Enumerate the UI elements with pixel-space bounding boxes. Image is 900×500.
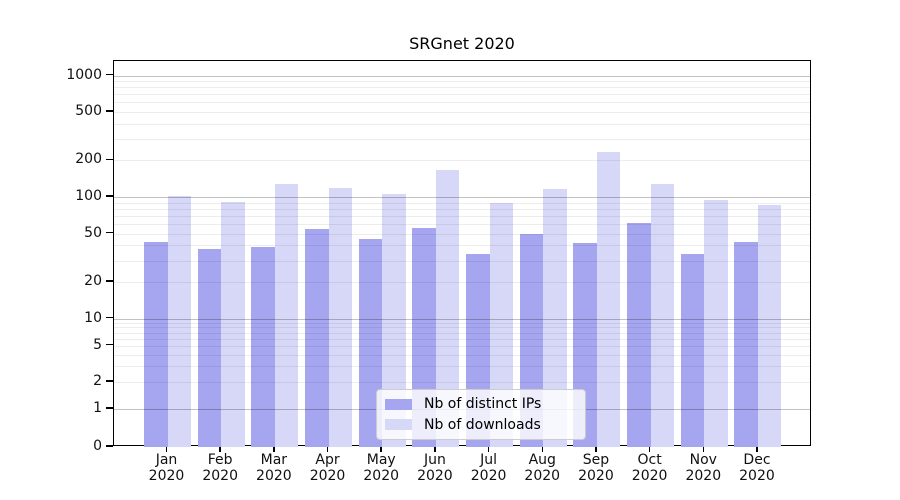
- x-tick-label-jun: Jun 2020: [417, 452, 453, 484]
- x-tick-label-sep: Sep 2020: [578, 452, 614, 484]
- x-tick-label-nov: Nov 2020: [685, 452, 722, 484]
- y-tick-label-2: 2: [93, 372, 102, 389]
- plot-area: [113, 60, 811, 447]
- y-tick-label-200: 200: [75, 151, 102, 168]
- bar-distinct-ips-jan: [144, 241, 168, 447]
- x-tick-label-jan: Jan 2020: [148, 452, 185, 484]
- bar-downloads-aug: [543, 189, 567, 447]
- x-tick-label-apr: Apr 2020: [309, 452, 346, 484]
- bar-downloads-jun: [435, 169, 460, 447]
- x-tick-mark-jan: [165, 446, 168, 452]
- y-tick-label-50: 50: [84, 224, 102, 241]
- x-tick-mark-aug: [541, 446, 543, 452]
- x-tick-label-jul: Jul 2020: [470, 452, 507, 484]
- y-tick-label-500: 500: [75, 103, 102, 120]
- bar-distinct-ips-apr: [305, 228, 329, 447]
- y-tick-label-1000: 1000: [66, 66, 102, 83]
- y-tick-mark-2: [106, 380, 113, 382]
- x-tick-mark-jul: [487, 446, 490, 452]
- y-tick-label-10: 10: [84, 309, 102, 326]
- legend-label-distinct-ips: Nb of distinct IPs: [424, 396, 542, 413]
- bar-downloads-may: [382, 193, 406, 447]
- x-tick-mark-feb: [219, 446, 221, 452]
- x-tick-label-aug: Aug 2020: [524, 452, 561, 484]
- bar-distinct-ips-oct: [627, 223, 651, 447]
- x-tick-mark-nov: [702, 446, 705, 452]
- y-tick-mark-10: [106, 316, 113, 319]
- x-tick-mark-jun: [434, 446, 436, 452]
- bar-distinct-ips-feb: [197, 249, 222, 447]
- bar-distinct-ips-mar: [251, 246, 275, 447]
- x-tick-mark-dec: [756, 446, 758, 452]
- x-tick-mark-apr: [326, 446, 329, 452]
- chart-title: SRGnet 2020: [409, 34, 515, 53]
- legend-item-downloads: Nb of downloads: [385, 417, 575, 433]
- y-tick-label-20: 20: [84, 272, 102, 289]
- y-tick-label-1: 1: [93, 400, 102, 416]
- bar-downloads-feb: [221, 201, 245, 447]
- bars-layer: [114, 61, 810, 447]
- x-tick-mark-may: [380, 446, 382, 452]
- y-tick-mark-5: [106, 343, 113, 346]
- x-tick-label-dec: Dec 2020: [739, 452, 775, 484]
- y-tick-label-5: 5: [93, 336, 102, 353]
- x-tick-label-may: May 2020: [363, 452, 400, 484]
- x-tick-mark-mar: [273, 446, 275, 452]
- bar-distinct-ips-dec: [734, 241, 758, 447]
- x-tick-mark-sep: [595, 446, 597, 452]
- legend-swatch-distinct-ips: [385, 398, 412, 410]
- legend-item-distinct-ips: Nb of distinct IPs: [385, 396, 575, 412]
- bar-downloads-dec: [757, 204, 782, 447]
- bar-distinct-ips-nov: [680, 253, 705, 447]
- y-tick-mark-100: [106, 195, 113, 197]
- x-tick-label-feb: Feb 2020: [202, 452, 238, 484]
- y-tick-mark-20: [106, 280, 113, 282]
- x-tick-mark-oct: [648, 446, 651, 452]
- bar-downloads-nov: [704, 199, 728, 447]
- y-tick-mark-200: [106, 158, 113, 161]
- y-tick-label-0: 0: [93, 438, 102, 454]
- y-tick-mark-1000: [106, 73, 113, 76]
- x-tick-label-mar: Mar 2020: [256, 452, 292, 484]
- bar-downloads-apr: [328, 187, 353, 447]
- bar-downloads-mar: [274, 183, 299, 447]
- bar-downloads-jan: [167, 196, 191, 447]
- x-tick-label-oct: Oct 2020: [631, 452, 668, 484]
- y-tick-label-100: 100: [75, 188, 102, 204]
- bar-downloads-oct: [650, 183, 675, 447]
- y-tick-mark-1: [106, 407, 113, 409]
- bar-downloads-jul: [489, 203, 514, 447]
- bar-downloads-sep: [596, 152, 621, 447]
- legend-label-downloads: Nb of downloads: [424, 416, 541, 433]
- y-tick-mark-0: [106, 445, 113, 447]
- y-tick-mark-50: [106, 231, 113, 234]
- legend: Nb of distinct IPs Nb of downloads: [376, 389, 586, 440]
- y-tick-mark-500: [106, 110, 113, 112]
- legend-swatch-downloads: [385, 419, 412, 431]
